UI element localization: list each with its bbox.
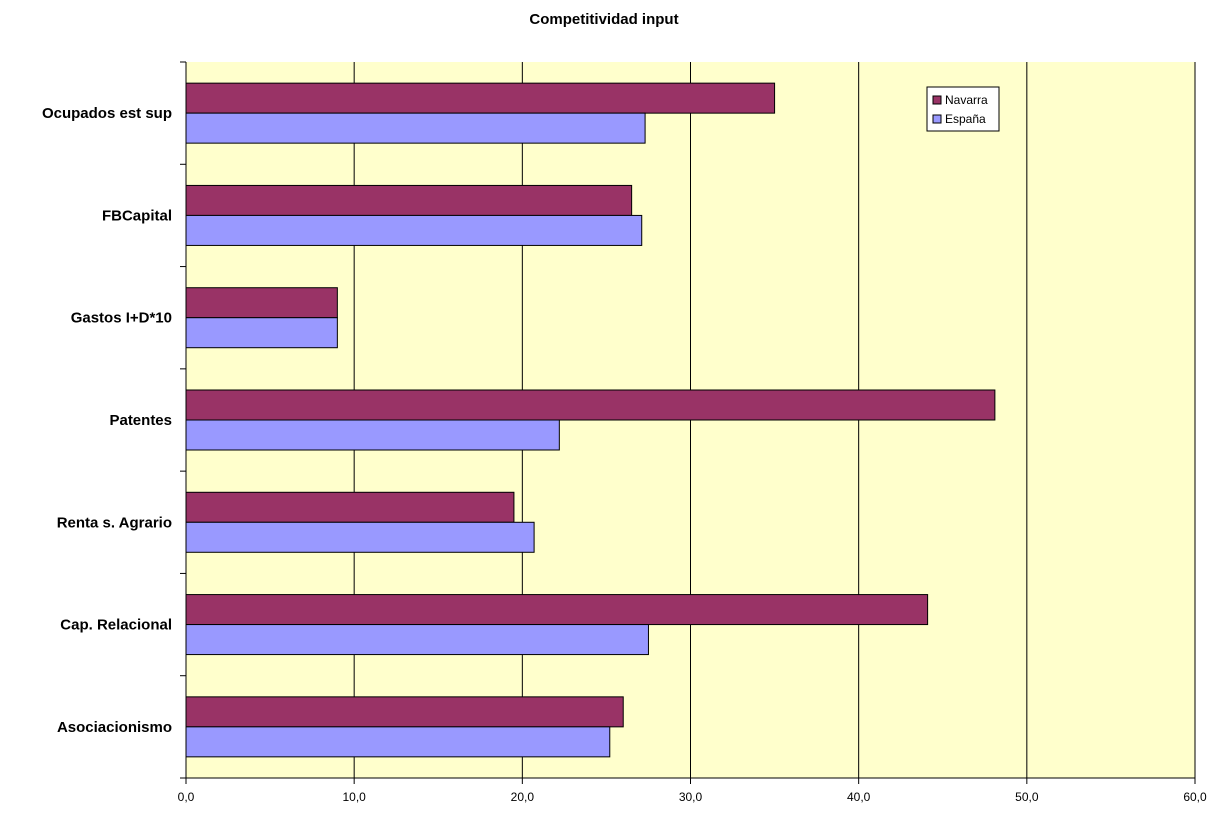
bar-navarra — [185, 389, 996, 421]
x-tick-label: 30,0 — [679, 790, 703, 804]
bar-navarra — [185, 696, 624, 728]
bar-espa-a — [185, 419, 560, 451]
bar-navarra — [185, 184, 633, 216]
y-category-label: Gastos I+D*10 — [71, 310, 172, 327]
bar-navarra — [185, 594, 929, 626]
y-category-label: Ocupados est sup — [42, 105, 172, 122]
y-category-label: FBCapital — [102, 207, 172, 224]
x-tick-label: 10,0 — [342, 790, 366, 804]
legend-label: España — [945, 112, 986, 126]
x-tick-label: 0,0 — [178, 790, 195, 804]
bar-navarra — [185, 287, 338, 319]
legend-swatch — [932, 95, 942, 105]
bar-espa-a — [185, 214, 643, 246]
legend-label: Navarra — [945, 93, 988, 107]
y-category-label: Asociacionismo — [57, 719, 172, 736]
bar-navarra — [185, 82, 776, 114]
bar-espa-a — [185, 521, 535, 553]
bar-navarra — [185, 491, 515, 523]
bar-espa-a — [185, 624, 649, 656]
x-tick-label: 40,0 — [847, 790, 871, 804]
y-category-label: Patentes — [109, 412, 172, 429]
chart-title: Competitividad input — [529, 11, 678, 28]
x-tick-label: 60,0 — [1183, 790, 1207, 804]
x-tick-label: 20,0 — [511, 790, 535, 804]
bar-espa-a — [185, 726, 611, 758]
bar-espa-a — [185, 317, 338, 349]
y-category-label: Renta s. Agrario — [57, 514, 172, 531]
x-tick-label: 50,0 — [1015, 790, 1039, 804]
bar-espa-a — [185, 112, 646, 144]
legend-swatch — [932, 114, 942, 124]
y-category-label: Cap. Relacional — [60, 617, 172, 634]
legend-box — [926, 86, 1000, 132]
